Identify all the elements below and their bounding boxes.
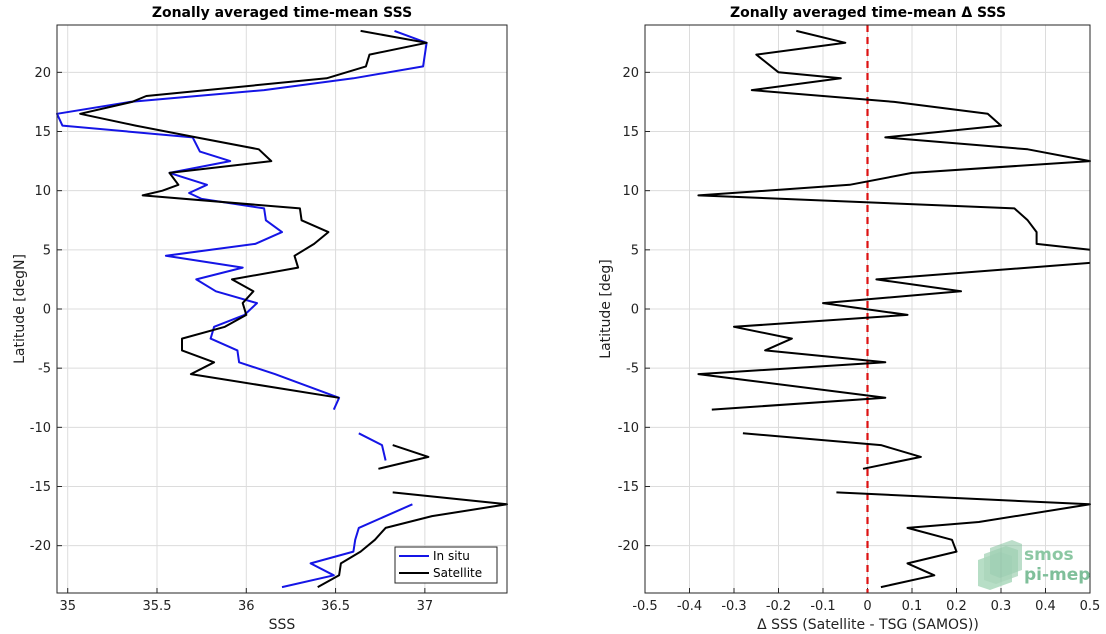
sss-x-axis-label: SSS: [269, 617, 296, 633]
sss-gridlines: [57, 25, 507, 593]
legend: In situ Satellite: [394, 546, 498, 584]
delta-sss-y-tick-label: 5: [631, 243, 639, 258]
legend-satellite-label: Satellite: [433, 566, 482, 580]
sss-y-tick-label: -5: [38, 362, 51, 377]
sss-y-tick-label: -15: [30, 480, 51, 495]
delta-sss-x-tick-label: -0.2: [766, 599, 791, 614]
delta-sss-y-tick-label: -5: [626, 362, 639, 377]
delta-sss-x-tick-label: -0.5: [632, 599, 657, 614]
delta-sss-y-tick-label: -20: [618, 539, 639, 554]
delta-sss-series-line: [697, 261, 1091, 411]
sss-y-tick-label: 10: [34, 184, 51, 199]
delta-sss-x-tick-label: 0: [863, 599, 871, 614]
logo-text-pi-mep: pi-mep: [1024, 565, 1090, 585]
delta-sss-y-tick-label: 20: [622, 66, 639, 81]
delta-sss-x-tick-label: -0.4: [677, 599, 702, 614]
delta-sss-series-line: [836, 491, 1091, 589]
delta-sss-x-tick-label: -0.3: [721, 599, 746, 614]
satellite-series-line: [79, 29, 428, 399]
sss-y-tick-label: -10: [30, 421, 51, 436]
delta-sss-chart-title: Zonally averaged time-mean Δ SSS: [730, 5, 1006, 21]
delta-sss-profile-chart: Zonally averaged time-mean Δ SSS Δ SSS (…: [598, 5, 1100, 633]
delta-sss-plot-frame: [644, 24, 1091, 594]
sss-axis-ticks: 35 35.5 36 36.5 37 -20 -15 -10 -5 0 5 10 15 20: [30, 66, 433, 614]
delta-sss-y-tick-label: 10: [622, 184, 639, 199]
delta-sss-y-axis-label: Latitude [deg]: [598, 259, 614, 358]
sss-y-tick-label: 0: [43, 303, 51, 318]
sss-profile-chart: Zonally averaged time-mean SSS SSS Latit…: [12, 5, 508, 633]
sss-x-tick-label: 36: [238, 599, 255, 614]
delta-sss-y-tick-label: -10: [618, 421, 639, 436]
sss-y-tick-label: -20: [30, 539, 51, 554]
sss-series-lines: [56, 29, 508, 589]
logo-text-smos: smos: [1024, 545, 1074, 565]
smos-pi-mep-logo: smos pi-mep: [978, 540, 1090, 590]
sss-plot-frame: [56, 24, 508, 594]
in-situ-series-line: [56, 29, 428, 411]
sss-y-tick-label: 20: [34, 66, 51, 81]
delta-sss-x-tick-label: 0.2: [946, 599, 967, 614]
logo-layers-icon: [978, 540, 1022, 590]
delta-sss-x-tick-label: 0.5: [1080, 599, 1101, 614]
sss-x-tick-label: 36.5: [321, 599, 350, 614]
delta-sss-x-tick-label: 0.3: [991, 599, 1012, 614]
delta-sss-x-tick-label: 0.1: [902, 599, 923, 614]
in-situ-series-line: [281, 503, 413, 589]
sss-chart-title: Zonally averaged time-mean SSS: [152, 5, 412, 21]
in-situ-series-line: [358, 432, 387, 461]
sss-y-tick-label: 5: [43, 243, 51, 258]
legend-in-situ-label: In situ: [433, 549, 470, 563]
delta-sss-series-lines: [697, 29, 1091, 589]
legend-box: [394, 546, 498, 584]
delta-sss-x-tick-label: -0.1: [810, 599, 835, 614]
sss-x-tick-label: 35.5: [143, 599, 172, 614]
sss-y-tick-label: 15: [34, 125, 51, 140]
sss-x-tick-label: 35: [59, 599, 76, 614]
delta-sss-y-tick-label: 15: [622, 125, 639, 140]
delta-sss-x-axis-label: Δ SSS (Satellite - TSG (SAMOS)): [757, 617, 979, 633]
sss-y-axis-label: Latitude [degN]: [12, 254, 28, 364]
sss-x-tick-label: 37: [417, 599, 434, 614]
delta-sss-series-line: [742, 432, 922, 470]
delta-sss-x-tick-label: 0.4: [1035, 599, 1056, 614]
satellite-series-line: [378, 444, 430, 470]
delta-sss-axis-ticks: -0.5 -0.4 -0.3 -0.2 -0.1 0 0.1 0.2 0.3 0.4 0.5 -20 -…: [618, 66, 1101, 614]
delta-sss-y-tick-label: -15: [618, 480, 639, 495]
satellite-series-line: [317, 491, 508, 588]
delta-sss-series-line: [697, 29, 1091, 251]
delta-sss-y-tick-label: 0: [631, 303, 639, 318]
